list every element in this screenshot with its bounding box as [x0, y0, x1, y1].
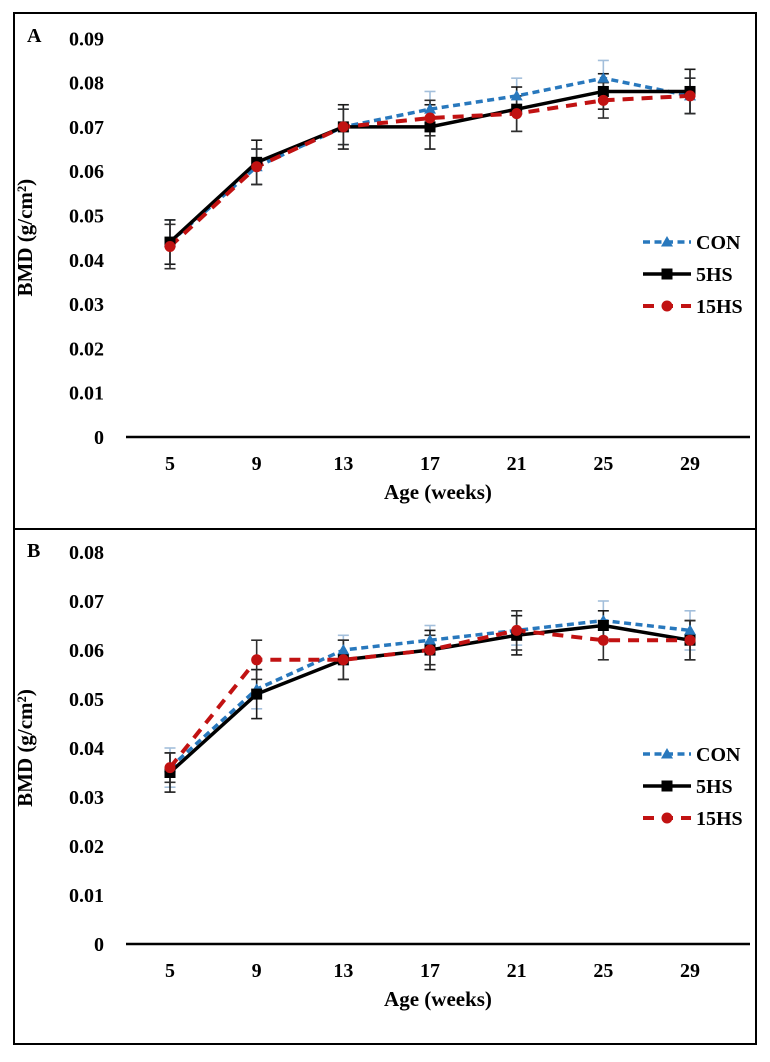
series-marker-15HS: [511, 624, 523, 636]
y-tick-label: 0.06: [69, 640, 104, 662]
series-marker-15HS: [597, 634, 609, 646]
series-marker-15HS: [424, 644, 436, 656]
series-marker-15HS: [684, 90, 696, 102]
series-marker-5HS: [424, 121, 436, 133]
legend-label-15HS: 15HS: [696, 808, 743, 830]
series-marker-5HS: [251, 688, 263, 700]
y-tick-label: 0.03: [69, 787, 104, 809]
y-axis-title: BMD (g/cm²): [13, 179, 37, 297]
y-tick-label: 0: [94, 934, 104, 956]
y-tick-label: 0: [94, 427, 104, 449]
x-tick-label: 5: [165, 960, 175, 982]
legend-label-15HS: 15HS: [696, 296, 743, 318]
y-tick-label: 0.07: [69, 117, 104, 139]
x-axis-title: Age (weeks): [384, 480, 492, 504]
x-tick-label: 13: [333, 453, 353, 475]
y-tick-label: 0.05: [69, 689, 104, 711]
panel-a-chart: A 0 0.01 0.02 0.03 0.04 0.05 0.06 0.07 0.08 0.09 5 9…: [13, 25, 750, 504]
legend-marker-CON: [661, 236, 673, 247]
x-tick-label: 17: [420, 453, 440, 475]
series-marker-15HS: [511, 108, 523, 120]
y-tick-label: 0.07: [69, 591, 104, 613]
x-tick-label: 9: [252, 960, 262, 982]
y-tick-label: 0.05: [69, 206, 104, 228]
series-marker-5HS: [597, 620, 609, 631]
x-tick-label: 17: [420, 960, 440, 982]
legend-marker-15HS: [661, 812, 673, 824]
series-marker-5HS: [597, 85, 609, 97]
series-marker-15HS: [337, 654, 349, 666]
legend-marker-CON: [661, 748, 673, 759]
series-marker-15HS: [597, 94, 609, 106]
y-tick-label: 0.04: [69, 738, 104, 760]
x-tick-label: 21: [507, 453, 527, 475]
x-tick-label: 9: [252, 453, 262, 475]
series-marker-CON: [597, 72, 610, 83]
x-tick-label: 25: [593, 960, 613, 982]
y-tick-label: 0.06: [69, 161, 104, 183]
x-tick-label: 25: [593, 453, 613, 475]
x-tick-label: 29: [680, 453, 700, 475]
x-tick-label: 13: [333, 960, 353, 982]
y-tick-label: 0.02: [69, 836, 104, 858]
series-marker-15HS: [424, 112, 436, 124]
y-tick-label: 0.02: [69, 338, 104, 360]
panel-b-chart: B 0 0.01 0.02 0.03 0.04 0.05 0.06 0.07 0.08 5 9 13 17…: [13, 540, 750, 1011]
y-tick-label: 0.08: [69, 542, 104, 564]
legend-label-CON: CON: [696, 232, 741, 254]
series-marker-15HS: [251, 654, 263, 666]
series-marker-15HS: [684, 634, 696, 646]
y-axis-title: BMD (g/cm²): [13, 689, 37, 807]
y-tick-label: 0.09: [69, 28, 104, 50]
legend-label-5HS: 5HS: [696, 264, 733, 286]
x-tick-label: 5: [165, 453, 175, 475]
panel-divider: [13, 528, 757, 530]
y-tick-label: 0.03: [69, 294, 104, 316]
series-marker-15HS: [251, 161, 263, 173]
series-marker-CON: [684, 624, 697, 635]
series-marker-15HS: [164, 241, 176, 253]
x-tick-label: 29: [680, 960, 700, 982]
legend-marker-15HS: [661, 300, 673, 312]
series-marker-CON: [510, 89, 523, 101]
series-marker-15HS: [337, 121, 349, 133]
legend-label-5HS: 5HS: [696, 776, 733, 798]
legend-marker-5HS: [661, 780, 673, 792]
x-tick-label: 21: [507, 960, 527, 982]
panel-letter: A: [27, 25, 42, 47]
series-marker-15HS: [164, 762, 176, 774]
legend-label-CON: CON: [696, 744, 741, 766]
y-tick-label: 0.08: [69, 73, 104, 95]
x-axis-title: Age (weeks): [384, 987, 492, 1011]
series-marker-CON: [424, 103, 437, 114]
legend-marker-5HS: [661, 268, 673, 280]
y-tick-label: 0.04: [69, 250, 104, 272]
series-marker-CON: [424, 634, 437, 645]
y-tick-label: 0.01: [69, 885, 104, 907]
y-tick-label: 0.01: [69, 383, 104, 405]
panel-letter: B: [27, 540, 40, 562]
series-marker-CON: [337, 644, 350, 655]
